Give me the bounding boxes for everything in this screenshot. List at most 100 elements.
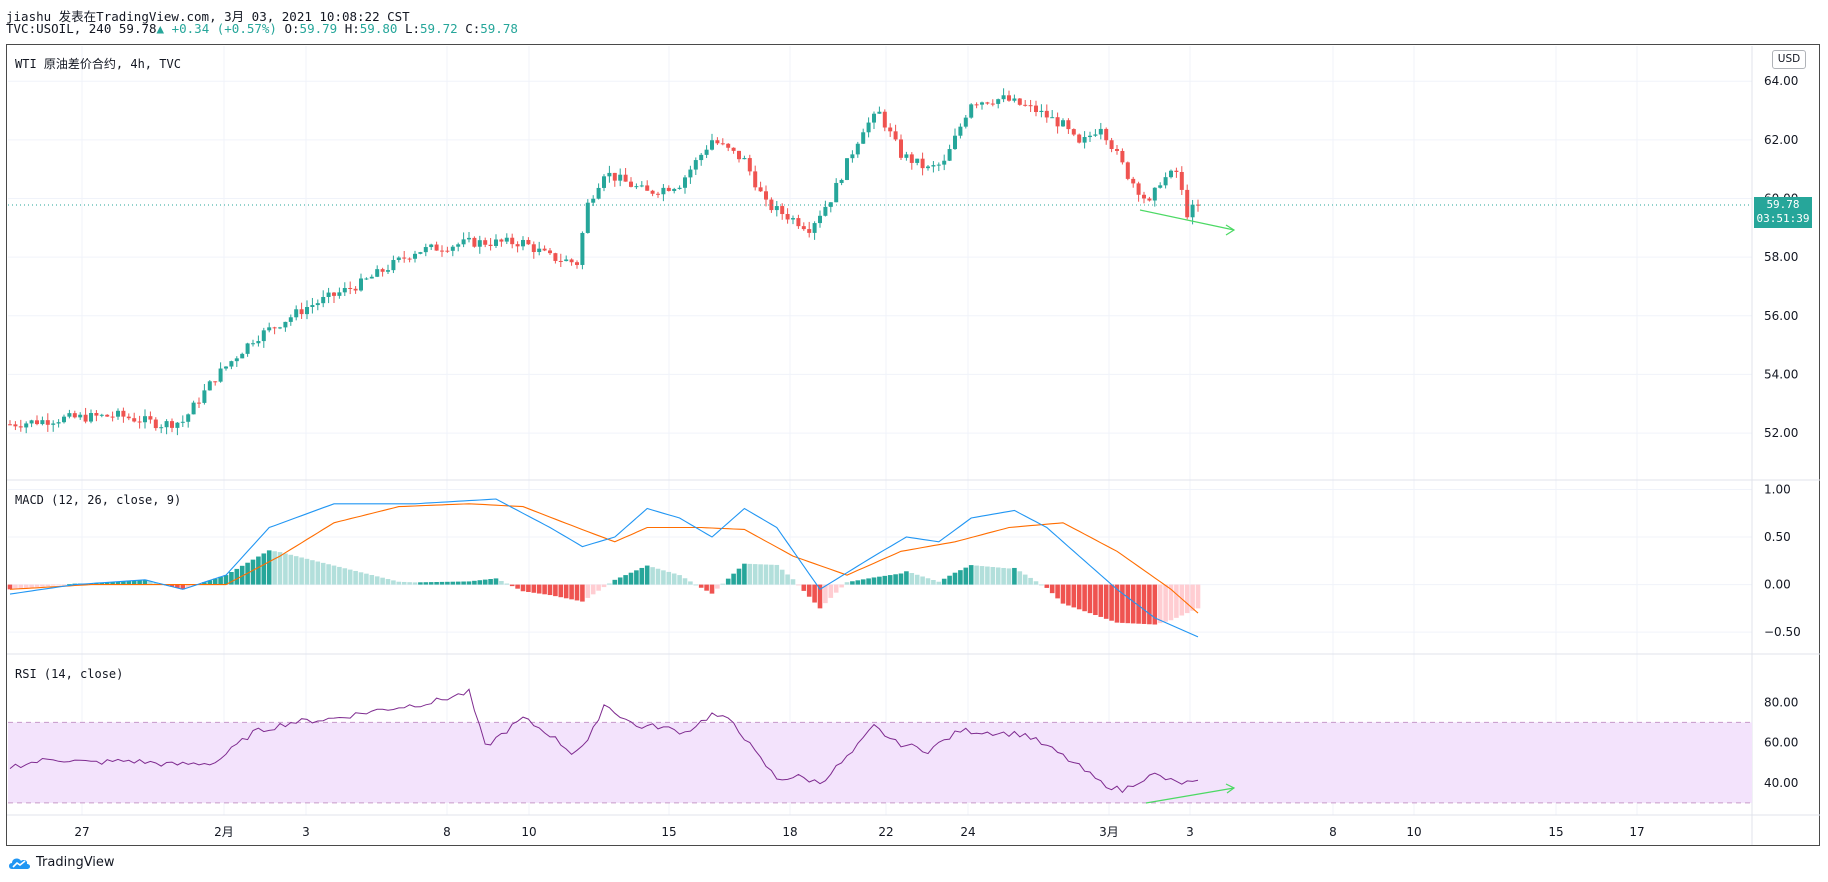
candle-body xyxy=(926,166,930,169)
macd-histogram-bar xyxy=(580,584,585,602)
candle-body xyxy=(515,244,520,247)
candle-body xyxy=(769,199,774,211)
macd-histogram-bar xyxy=(763,564,769,585)
candle-body xyxy=(996,99,1001,104)
candle-body xyxy=(332,292,336,296)
candle-body xyxy=(321,296,326,304)
macd-histogram-bar xyxy=(401,581,407,585)
candle-body xyxy=(116,410,120,417)
price-tag-value: 59.78 xyxy=(1766,198,1800,211)
macd-histogram-bar xyxy=(1195,584,1201,609)
candle-body xyxy=(1077,134,1082,143)
time-tick-label: 10 xyxy=(1406,825,1421,839)
candle-body xyxy=(283,321,288,328)
candle-body xyxy=(899,139,903,158)
rsi-divergence-arrowhead xyxy=(1225,783,1236,794)
candle-body xyxy=(548,250,552,254)
candle-body xyxy=(224,366,228,369)
price-tick-label: 56.00 xyxy=(1764,309,1798,323)
candle-body xyxy=(8,424,12,426)
macd-histogram-bar xyxy=(509,584,515,587)
candle-body xyxy=(213,381,218,383)
candle-body xyxy=(1001,95,1006,100)
candle-body xyxy=(78,414,83,418)
macd-histogram-bar xyxy=(612,579,618,585)
macd-histogram-bar xyxy=(202,582,207,585)
candle-body xyxy=(1147,198,1152,201)
macd-histogram-bar xyxy=(234,568,240,585)
candle-body xyxy=(488,244,493,246)
macd-histogram-bar xyxy=(536,584,542,594)
macd-histogram-bar xyxy=(115,581,121,585)
macd-histogram-bar xyxy=(715,584,720,589)
candle-body xyxy=(1066,120,1071,130)
macd-histogram-bar xyxy=(790,579,796,585)
candle-body xyxy=(553,253,558,261)
candle-body xyxy=(963,117,968,127)
candle-body xyxy=(731,147,736,151)
macd-histogram-bar xyxy=(812,584,817,603)
candle-body xyxy=(1061,120,1065,127)
macd-histogram-bar xyxy=(531,584,537,593)
macd-histogram-bar xyxy=(315,561,321,585)
candle-body xyxy=(1093,134,1098,136)
macd-histogram-bar xyxy=(1147,584,1152,625)
macd-histogram-bar xyxy=(725,578,731,585)
currency-button[interactable]: USD xyxy=(1772,50,1806,69)
time-tick-label: 15 xyxy=(661,825,676,839)
macd-histogram-bar xyxy=(704,584,709,591)
time-tick-label: 15 xyxy=(1548,825,1563,839)
candle-body xyxy=(477,240,482,247)
candle-body xyxy=(672,188,677,191)
candle-body xyxy=(62,416,66,423)
candle-body xyxy=(774,206,779,211)
candle-body xyxy=(148,416,153,420)
macd-histogram-bar xyxy=(1103,584,1109,619)
candle-body xyxy=(386,270,390,272)
candle-body xyxy=(688,169,693,178)
candle-body xyxy=(153,419,158,429)
macd-histogram-bar xyxy=(877,576,882,585)
low-value: 59.72 xyxy=(420,21,458,36)
macd-histogram-bar xyxy=(677,575,682,585)
macd-histogram-bar xyxy=(40,584,45,587)
candle-body xyxy=(35,420,39,425)
high-label: H: xyxy=(344,21,360,36)
candle-body xyxy=(1088,135,1092,138)
candle-body xyxy=(785,214,790,220)
rsi-pane-label: RSI (14, close) xyxy=(15,667,124,681)
time-tick-label: 3 xyxy=(1186,825,1194,839)
candle-body xyxy=(380,269,385,272)
macd-histogram-bar xyxy=(34,584,40,587)
macd-histogram-bar xyxy=(1120,584,1125,623)
candle-body xyxy=(909,154,914,163)
divergence-trendline xyxy=(1139,209,1235,231)
candle-body xyxy=(337,292,342,296)
candle-body xyxy=(504,237,509,242)
last-price-tag: 59.78 03:51:39 xyxy=(1754,197,1812,228)
candle-body xyxy=(845,158,849,180)
candle-body xyxy=(715,140,720,144)
candle-body xyxy=(850,154,855,159)
candle-body xyxy=(440,250,444,252)
rsi-band xyxy=(8,722,1752,803)
open-label: O: xyxy=(284,21,300,36)
candle-body xyxy=(418,252,423,254)
macd-tick-label: 0.00 xyxy=(1764,578,1791,592)
candle-body xyxy=(947,149,952,161)
chart-frame[interactable] xyxy=(6,44,1820,846)
candle-body xyxy=(839,179,844,183)
candle-body xyxy=(245,343,250,354)
macd-histogram-bar xyxy=(126,580,132,585)
macd-histogram-bar xyxy=(887,575,893,585)
candle-body xyxy=(294,309,299,318)
tradingview-logo[interactable]: TradingView xyxy=(8,855,115,870)
candle-body xyxy=(677,187,682,189)
candle-body xyxy=(51,423,56,425)
candle-body xyxy=(607,172,612,177)
candle-body xyxy=(305,306,309,315)
rsi-line xyxy=(9,688,1199,794)
macd-histogram-bar xyxy=(1071,584,1077,608)
macd-histogram-bar xyxy=(958,570,963,585)
